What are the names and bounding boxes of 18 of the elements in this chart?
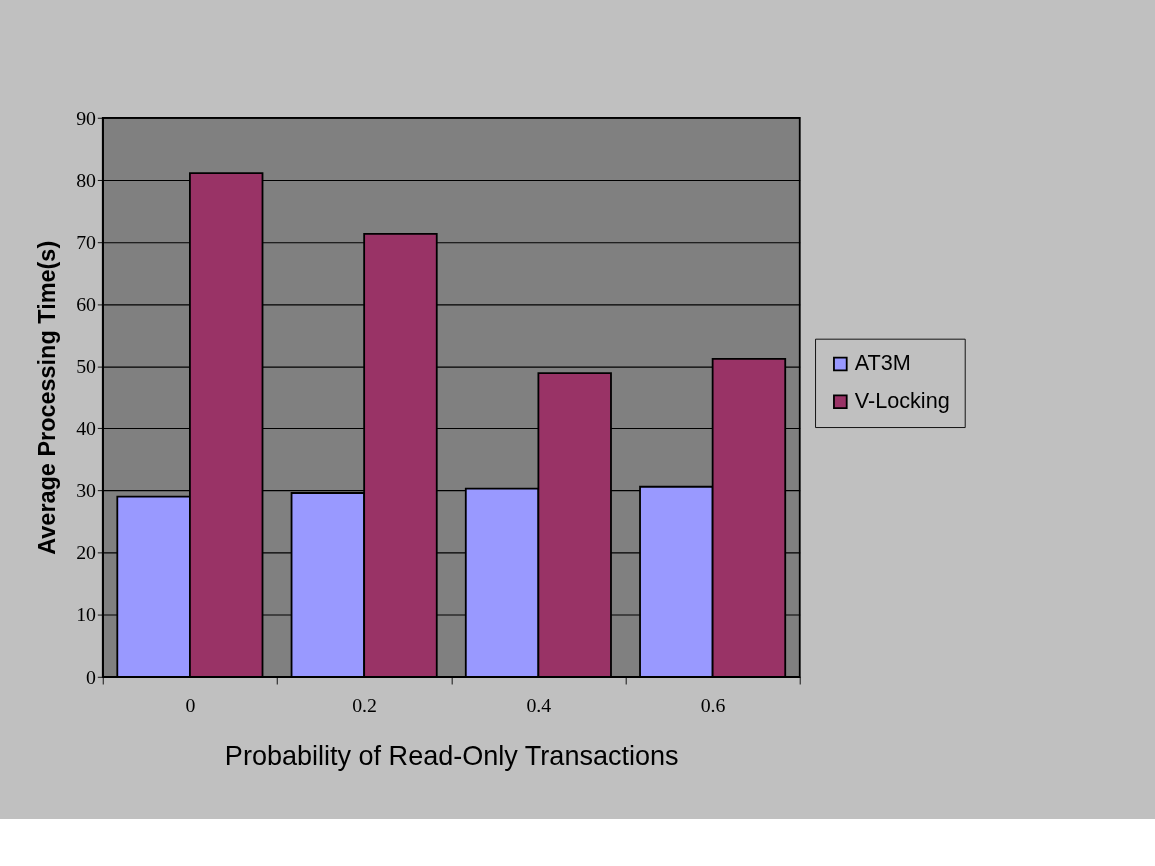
y-tick-label: 80 — [76, 168, 97, 191]
y-tick-label: 10 — [76, 603, 97, 626]
legend-label: V-Locking — [854, 388, 950, 414]
x-axis-title: Probability of Read-Only Transactions — [224, 740, 679, 771]
y-tick-label: 0 — [86, 665, 97, 688]
y-tick-label: 70 — [76, 230, 97, 253]
x-tick-label: 0.6 — [700, 694, 726, 717]
y-tick-label: 30 — [76, 479, 97, 502]
x-tick-label: 0.4 — [526, 694, 552, 717]
y-tick-label: 50 — [76, 355, 97, 378]
y-tick-label: 90 — [76, 106, 97, 129]
x-tick-label: 0.2 — [352, 694, 377, 717]
y-axis-title: Average Processing Time(s) — [34, 240, 61, 555]
y-tick-label: 60 — [76, 292, 97, 315]
x-tick-label: 0 — [185, 694, 196, 717]
y-tick-label: 40 — [76, 417, 97, 440]
y-tick-label: 20 — [76, 541, 97, 564]
legend-label: AT3M — [854, 350, 911, 376]
